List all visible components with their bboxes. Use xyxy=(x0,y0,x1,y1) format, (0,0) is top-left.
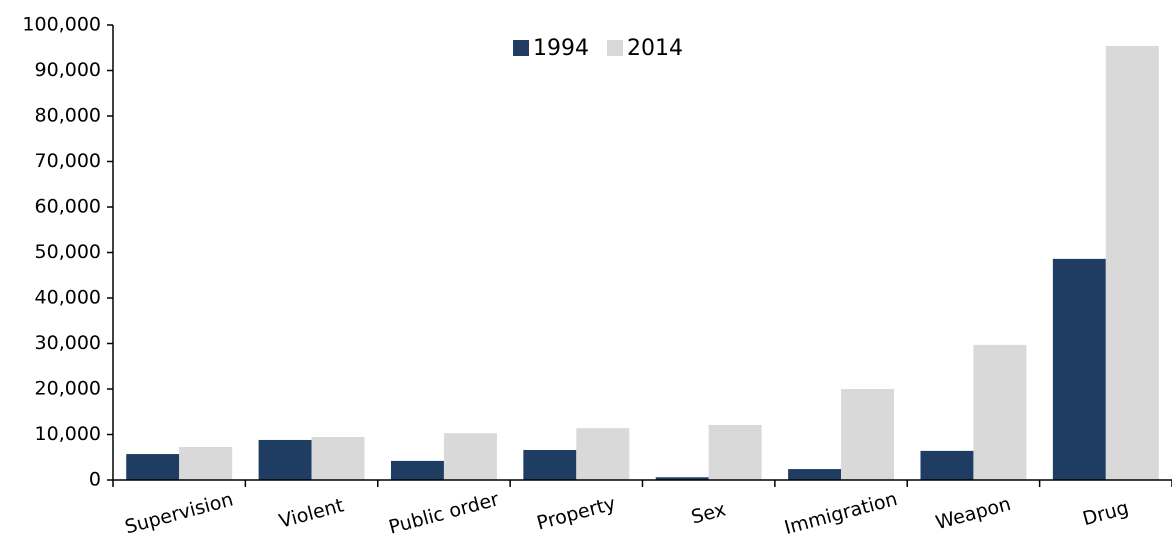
x-tick-label: Sex xyxy=(689,498,728,528)
x-tick-label: Supervision xyxy=(123,489,236,539)
legend-swatch xyxy=(607,40,623,56)
bar xyxy=(576,428,630,480)
bar xyxy=(841,389,895,480)
bar xyxy=(390,460,444,480)
bar xyxy=(179,447,233,480)
y-tick-label: 70,000 xyxy=(35,150,101,172)
y-tick-label: 20,000 xyxy=(35,378,101,400)
bar xyxy=(920,450,974,480)
bar xyxy=(1052,258,1106,480)
x-tick-label: Drug xyxy=(1080,497,1131,530)
y-tick-label: 0 xyxy=(89,469,101,491)
y-tick-label: 100,000 xyxy=(22,14,101,36)
bar xyxy=(973,344,1027,480)
y-tick-label: 10,000 xyxy=(35,423,101,445)
bar xyxy=(708,424,762,480)
bar xyxy=(1105,45,1159,481)
y-tick-label: 90,000 xyxy=(35,59,101,81)
y-tick-label: 50,000 xyxy=(35,241,101,263)
bar xyxy=(655,477,709,480)
x-tick-label: Weapon xyxy=(933,493,1013,534)
y-tick-label: 60,000 xyxy=(35,196,101,218)
x-tick-label: Public order xyxy=(386,488,501,539)
x-tick-label: Violent xyxy=(277,494,346,532)
bar xyxy=(126,454,180,480)
bar xyxy=(523,449,577,480)
bar xyxy=(311,437,365,480)
x-tick-label: Immigration xyxy=(782,488,900,539)
legend-label: 1994 xyxy=(533,36,589,61)
y-tick-label: 30,000 xyxy=(35,332,101,354)
bar xyxy=(258,439,312,480)
legend-label: 2014 xyxy=(627,36,683,61)
y-tick-label: 40,000 xyxy=(35,287,101,309)
x-tick-label: Property xyxy=(535,492,618,534)
y-tick-label: 80,000 xyxy=(35,105,101,127)
bar xyxy=(443,433,497,480)
bar xyxy=(788,469,842,480)
legend-swatch xyxy=(513,40,529,56)
